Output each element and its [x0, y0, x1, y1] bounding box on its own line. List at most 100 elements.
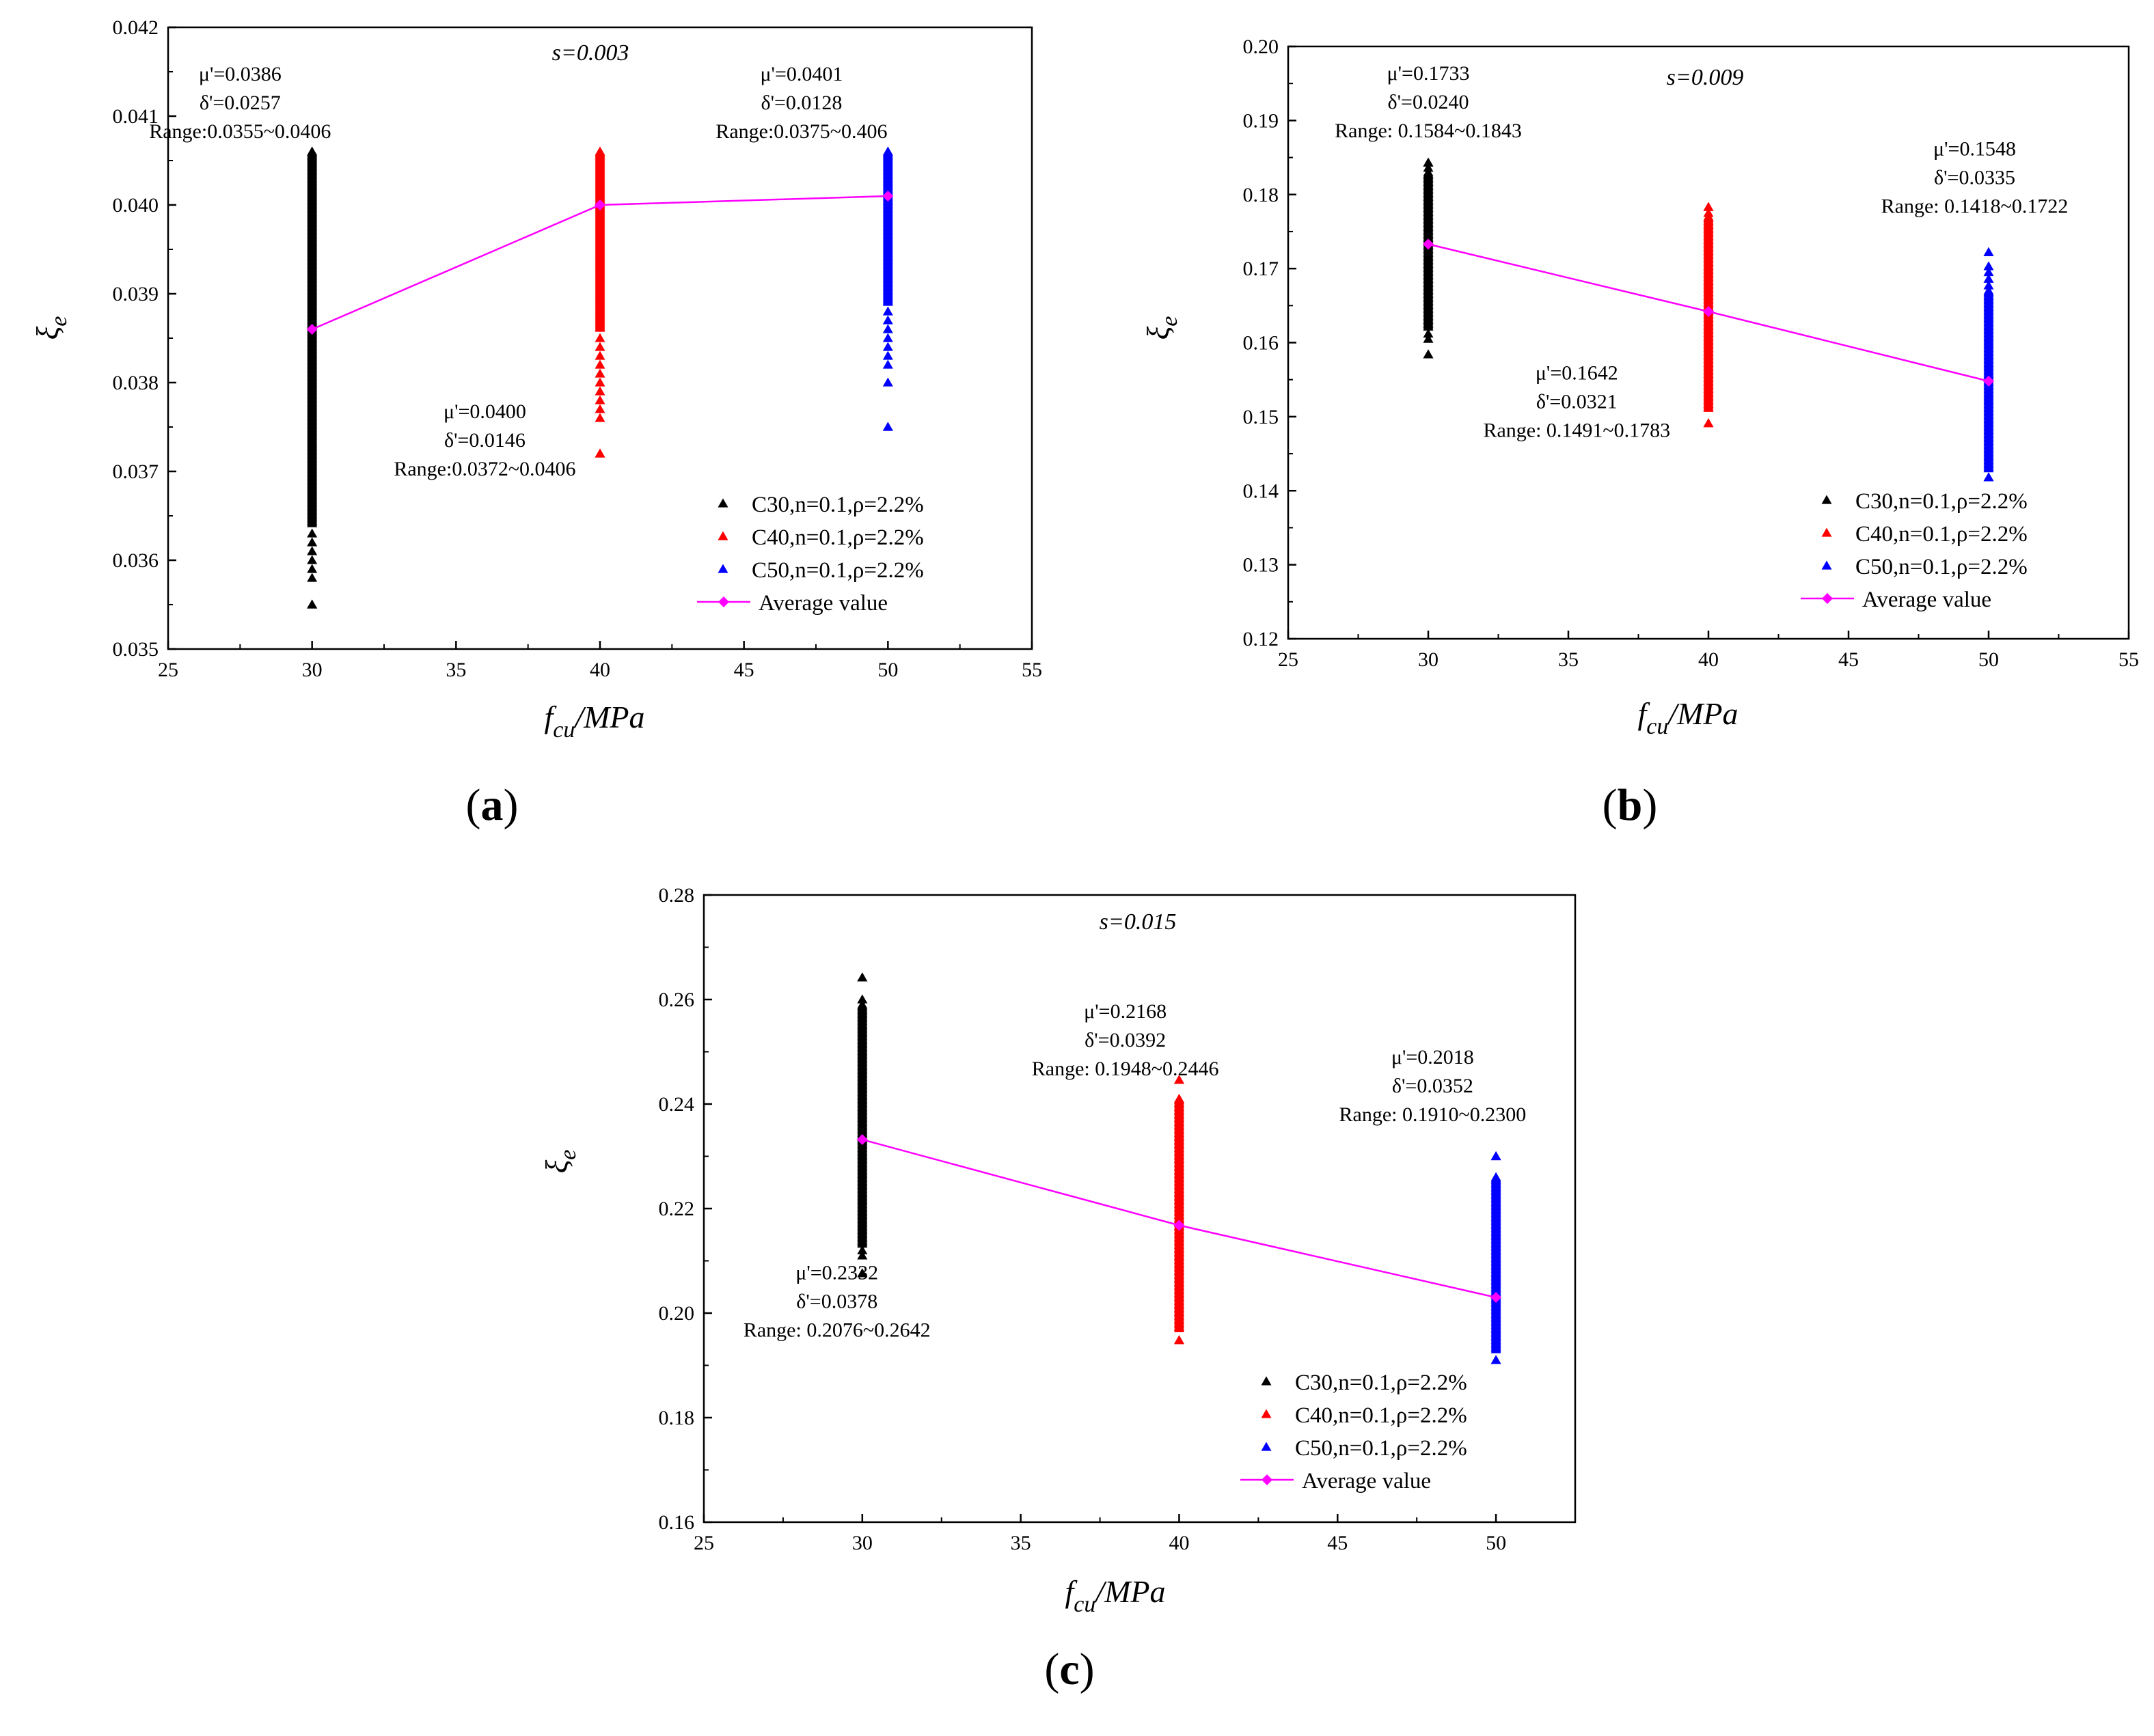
y-tick-label: 0.16 — [659, 1511, 695, 1534]
y-tick-label: 0.26 — [659, 989, 695, 1011]
data-point — [1983, 261, 1994, 271]
series-0 — [857, 972, 868, 1278]
average-point — [1423, 238, 1434, 250]
y-axis-title: ξe — [30, 316, 72, 340]
panel-paren-close: ) — [504, 780, 519, 830]
average-point — [1173, 1220, 1185, 1231]
annotation-line: Range: 0.1948~0.2446 — [1032, 1058, 1219, 1080]
annotation-line: Range:0.0372~0.0406 — [394, 458, 575, 480]
y-axis-symbol: ξ — [1141, 326, 1175, 340]
x-axis-unit: /MPa — [1093, 1574, 1165, 1609]
y-axis-title: ξe — [539, 1150, 581, 1174]
x-tick-label: 25 — [158, 659, 178, 681]
annotation-line: δ'=0.0321 — [1536, 391, 1618, 413]
data-point — [882, 306, 893, 316]
x-tick-label: 30 — [1418, 648, 1439, 671]
data-point — [1703, 402, 1714, 412]
data-point — [882, 377, 893, 387]
annotation-line: δ'=0.0335 — [1934, 166, 2015, 189]
x-axis-unit: /MPa — [1666, 696, 1738, 731]
annotation-line: μ'=0.2332 — [795, 1261, 878, 1284]
chart-title: s=0.009 — [1667, 65, 1744, 90]
annotation-line: Range:0.0375~0.406 — [715, 120, 887, 143]
y-tick-label: 0.12 — [1243, 628, 1279, 650]
data-point — [882, 324, 893, 333]
legend-label: C30,n=0.1,ρ=2.2% — [1295, 1370, 1467, 1395]
annotation-line: Range:0.0355~0.0406 — [149, 120, 331, 143]
annotation-line: δ'=0.0352 — [1392, 1075, 1473, 1097]
series-2 — [1983, 247, 1994, 482]
annotation-2: μ'=0.1642 δ'=0.0321 Range: 0.1491~0.1783 — [1483, 362, 1670, 442]
annotation-line: Range: 0.2076~0.2642 — [744, 1319, 931, 1341]
average-point — [1983, 375, 1994, 387]
legend-label: Average value — [1862, 588, 1991, 612]
data-point — [1490, 1344, 1501, 1353]
data-point — [307, 546, 318, 555]
x-tick-label: 40 — [1169, 1532, 1189, 1554]
panel-letter: a — [481, 780, 504, 830]
chart-panel-b: 25 30 35 40 45 50 55 0.12 0.13 0.14 0.15 0.16 0.17 0.… — [1141, 36, 2139, 830]
data-point — [1983, 267, 1994, 277]
data-point — [595, 333, 605, 342]
chart-title: s=0.003 — [552, 40, 629, 66]
legend-marker — [1261, 1409, 1272, 1418]
x-axis-title: fcu/MPa — [1065, 1574, 1165, 1617]
legend-label: C50,n=0.1,ρ=2.2% — [1855, 555, 2028, 579]
data-point — [1423, 163, 1434, 172]
data-point — [857, 1268, 868, 1278]
y-axis-title: ξe — [1141, 316, 1182, 340]
annotation-1: μ'=0.0400 δ'=0.0146 Range:0.0372~0.0406 — [394, 400, 575, 480]
y-tick-label: 0.17 — [1243, 258, 1279, 280]
panel-label: (a) — [466, 780, 519, 830]
legend-label: C40,n=0.1,ρ=2.2% — [752, 525, 924, 550]
y-tick-label: 0.039 — [113, 283, 159, 305]
average-point — [1490, 1292, 1502, 1304]
data-point — [1983, 247, 1994, 256]
data-point — [1490, 1151, 1501, 1161]
data-point — [882, 422, 893, 431]
x-tick-label: 25 — [1278, 648, 1298, 671]
data-point — [1490, 1355, 1501, 1364]
annotation-line: Range: 0.1584~0.1843 — [1335, 120, 1522, 142]
series-2 — [1490, 1151, 1501, 1364]
data-point — [1173, 1335, 1184, 1345]
legend-marker — [1261, 1376, 1272, 1386]
data-point — [307, 146, 318, 156]
annotation-line: δ'=0.0128 — [761, 92, 842, 114]
data-point — [595, 404, 605, 413]
data-point — [307, 555, 318, 564]
data-point — [882, 342, 893, 351]
data-point — [595, 146, 605, 156]
y-tick-label: 0.035 — [113, 638, 159, 661]
y-axis-subscript: e — [556, 1150, 581, 1160]
x-axis-title: fcu/MPa — [544, 700, 644, 743]
annotation-2: μ'=0.0401 δ'=0.0128 Range:0.0375~0.406 — [715, 63, 887, 143]
data-point — [1173, 1323, 1184, 1332]
y-tick-label: 0.18 — [659, 1407, 695, 1429]
data-point — [1423, 328, 1434, 338]
y-tick-label: 0.037 — [113, 460, 159, 483]
data-point — [857, 1250, 868, 1260]
chart-panel-a: 25 30 35 40 45 50 55 0.035 0.036 0.037 0.038 0.039 0… — [30, 16, 1042, 830]
annotation-line: μ'=0.1548 — [1933, 137, 2016, 160]
panel-label: (b) — [1603, 780, 1658, 830]
x-tick-label: 45 — [1327, 1532, 1348, 1554]
data-point — [307, 537, 318, 547]
annotation-line: μ'=0.1642 — [1536, 362, 1618, 385]
annotation-line: μ'=0.0400 — [444, 400, 526, 423]
data-point — [307, 573, 318, 582]
annotation-line: δ'=0.0392 — [1085, 1029, 1166, 1051]
data-point — [595, 368, 605, 378]
average-point — [595, 199, 605, 210]
data-point — [307, 518, 318, 527]
series-0 — [1423, 157, 1434, 359]
y-tick-label: 0.042 — [113, 16, 159, 39]
data-point — [882, 359, 893, 369]
x-tick-label: 50 — [1978, 648, 1999, 671]
panel-paren-close: ) — [1642, 780, 1657, 830]
legend-label: Average value — [1302, 1469, 1431, 1493]
annotation-line: μ'=0.1733 — [1387, 62, 1470, 85]
panel-paren-open: ( — [466, 780, 481, 830]
